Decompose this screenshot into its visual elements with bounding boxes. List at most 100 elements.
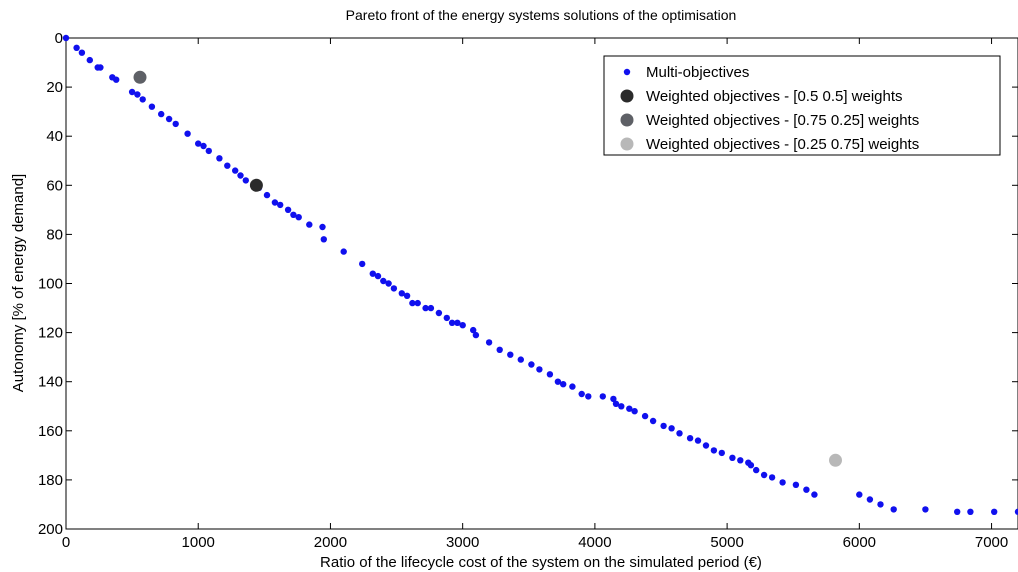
multi-objective-point — [536, 366, 543, 373]
multi-objective-point — [290, 211, 297, 218]
y-tick-label: 140 — [38, 374, 63, 391]
multi-objective-point — [585, 393, 592, 400]
multi-objective-point — [277, 201, 284, 209]
multi-objective-point — [340, 248, 347, 255]
x-tick-label: 4000 — [578, 534, 611, 551]
legend-box — [603, 55, 1001, 156]
legend-label: Weighted objectives - [0.75 0.25] weight… — [646, 112, 919, 129]
multi-objective-point — [612, 400, 620, 407]
multi-objective-point — [694, 437, 702, 444]
multi-objective-point — [676, 430, 683, 437]
chart-title: Pareto front of the energy systems solut… — [346, 7, 737, 23]
multi-objective-point — [779, 479, 786, 486]
multi-objective-point — [618, 403, 625, 410]
multi-objective-point — [148, 103, 156, 110]
y-tick-label: 0 — [55, 30, 63, 47]
multi-objective-point — [284, 206, 292, 213]
multi-objective-point — [967, 508, 974, 515]
multi-objective-point — [172, 120, 179, 128]
multi-objective-point — [610, 395, 617, 403]
multi-objective-point — [134, 91, 141, 98]
multi-objective-point — [443, 314, 450, 322]
multi-objective-point — [991, 508, 998, 515]
multi-objective-point — [569, 383, 576, 390]
multi-objective-point — [747, 462, 755, 469]
x-tick-label: 6000 — [843, 534, 876, 551]
y-axis-title: Autonomy [% of energy demand] — [10, 174, 27, 392]
y-tick-label: 80 — [46, 226, 63, 243]
multi-objective-point — [459, 322, 466, 329]
x-tick-label: 1000 — [182, 534, 215, 551]
x-tick-label: 0 — [62, 534, 70, 551]
multi-objective-point — [385, 280, 392, 287]
multi-objective-point — [422, 304, 429, 312]
multi-objective-point — [86, 56, 94, 64]
multi-objective-point — [184, 130, 191, 137]
legend-marker — [620, 113, 634, 127]
multi-objective-point — [890, 506, 897, 513]
multi-objective-point — [224, 162, 231, 169]
multi-objective-point — [811, 491, 818, 498]
multi-objective-point — [200, 142, 207, 150]
multi-objective-point — [641, 412, 649, 420]
multi-objective-point — [560, 381, 567, 388]
multi-objective-point — [768, 474, 776, 481]
multi-objective-point — [792, 481, 800, 488]
multi-objective-point — [626, 405, 633, 412]
multi-objective-point — [649, 417, 657, 425]
multi-objective-point — [718, 449, 725, 457]
y-tick-label: 160 — [38, 423, 63, 440]
legend-label: Weighted objectives - [0.25 0.75] weight… — [646, 136, 919, 153]
multi-objective-point — [660, 422, 667, 430]
multi-objective-point — [271, 199, 279, 206]
multi-objective-point — [78, 49, 86, 56]
multi-objective-point — [856, 491, 863, 498]
y-tick-label: 100 — [38, 276, 63, 293]
multi-objective-point — [922, 506, 929, 513]
multi-objective-point — [554, 378, 562, 385]
y-tick-label: 120 — [38, 325, 63, 342]
multi-objective-point — [390, 285, 398, 292]
multi-objective-point — [263, 191, 271, 199]
multi-objective-point — [668, 425, 675, 432]
multi-objective-point — [1014, 508, 1018, 515]
multi-objective-point — [403, 292, 411, 299]
multi-objective-point — [599, 393, 606, 400]
y-tick-label: 60 — [46, 177, 63, 194]
multi-objective-point — [507, 351, 514, 358]
multi-objective-point — [62, 34, 70, 42]
multi-objective-point — [158, 110, 165, 118]
multi-objective-point — [232, 167, 239, 174]
multi-objective-point — [427, 304, 435, 312]
multi-objective-point — [866, 496, 874, 503]
weighted-objective-point — [249, 178, 263, 192]
weighted-objective-point — [829, 453, 842, 467]
multi-objective-point — [546, 371, 554, 378]
x-tick-label: 5000 — [710, 534, 743, 551]
multi-objective-point — [496, 346, 503, 353]
multi-objective-point — [398, 290, 405, 297]
x-tick-label: 2000 — [314, 534, 347, 551]
multi-objective-point — [729, 454, 736, 461]
y-tick-label: 200 — [38, 521, 63, 538]
multi-objective-point — [803, 486, 810, 493]
multi-objective-point — [380, 277, 387, 285]
multi-objective-point — [686, 435, 694, 442]
legend: Multi-objectives Weighted objectives - [0… — [603, 55, 1001, 156]
multi-objective-point — [295, 214, 302, 221]
multi-objective-point — [631, 408, 638, 415]
multi-objective-point — [578, 390, 585, 398]
legend-marker — [623, 68, 631, 76]
multi-objective-point — [165, 115, 173, 123]
multi-objective-point — [139, 96, 146, 103]
y-tick-label: 20 — [46, 79, 63, 96]
multi-objective-point — [435, 309, 443, 317]
multi-objective-point — [306, 221, 313, 228]
multi-objective-point — [448, 319, 456, 326]
multi-objective-point — [454, 319, 461, 326]
multi-objective-point — [737, 457, 744, 464]
y-tick-label: 40 — [46, 128, 63, 145]
multi-objective-point — [528, 361, 535, 368]
x-axis-title: Ratio of the lifecycle cost of the syste… — [320, 554, 762, 571]
